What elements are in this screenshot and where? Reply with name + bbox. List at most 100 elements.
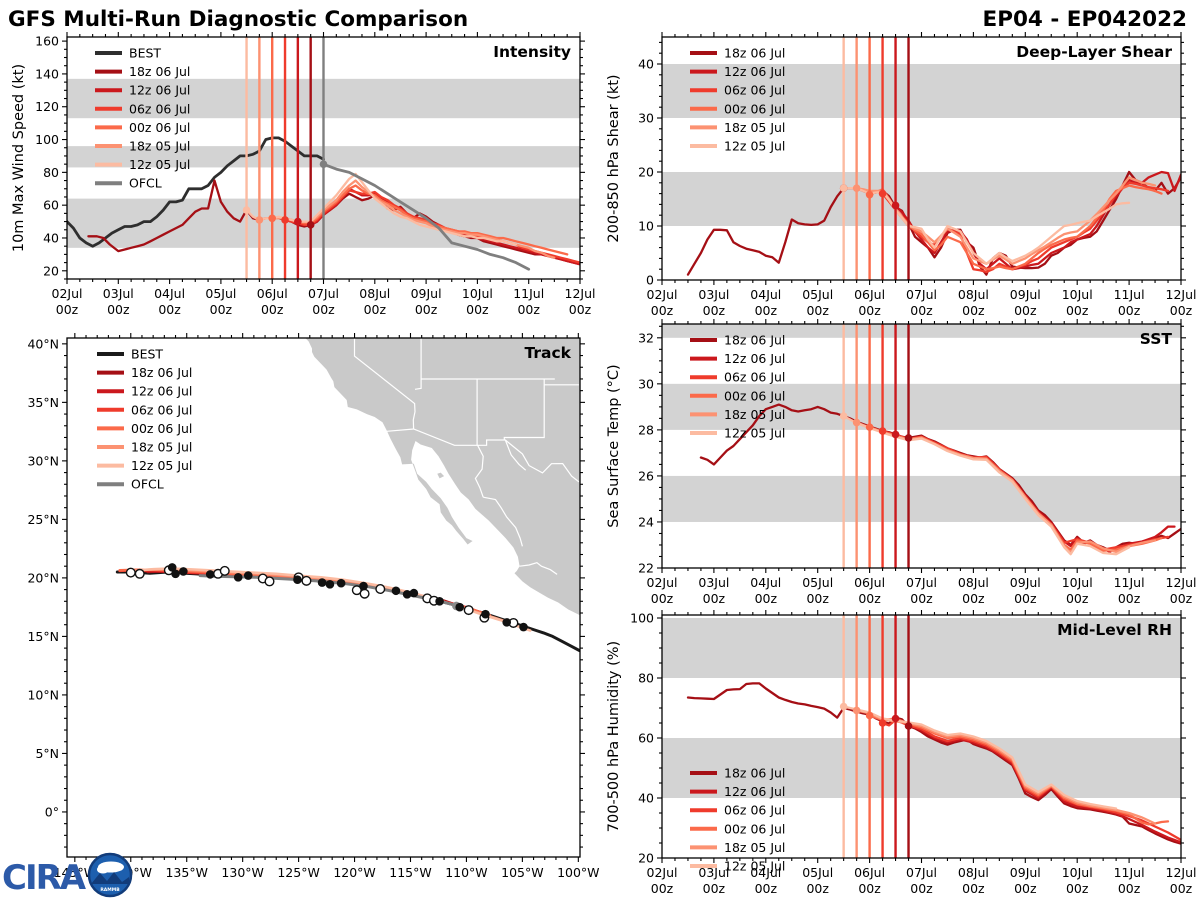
legend-label: 00z 06 Jul [724,821,785,836]
x-tick-label: 02Jul [52,286,83,301]
lat-tick-label: 5°N [35,746,59,761]
state-border [386,428,580,483]
y-axis-label: Sea Surface Temp (°C) [606,364,622,527]
legend-label: 12z 05 Jul [724,426,785,441]
legend-item-12z-05-jul: 12z 05 Jul [690,859,785,874]
series-rh-12z-05-jul [842,705,1118,810]
init-marker [242,206,251,214]
panel-sst: 02Jul00z03Jul00z04Jul00z05Jul00z06Jul00z… [606,319,1197,606]
track-point-filled [409,588,419,598]
x-tick-label: 08Jul [958,575,989,590]
x-tick-label: 06Jul [854,865,885,880]
panel-label-sst: SST [1140,330,1173,348]
legend-label: 18z 05 Jul [724,120,785,135]
y-tick-label: 32 [638,330,654,345]
legend-label: 18z 06 Jul [724,766,785,781]
init-marker [891,430,900,439]
x-tick-sublabel: 00z [261,302,284,317]
series-rh-06z-06-jul [881,718,1181,842]
track-point-open [359,588,370,599]
x-tick-sublabel: 00z [962,881,985,896]
init-marker [865,423,874,431]
category-band [662,64,1181,118]
legend-item-12z-05-jul: 12z 05 Jul [690,426,785,441]
x-tick-sublabel: 00z [1066,591,1089,606]
legend-label: 12z 06 Jul [724,351,785,366]
legend-item-06z-06-jul: 06z 06 Jul [690,803,785,818]
init-marker [839,184,848,192]
legend-label: 18z 06 Jul [724,46,785,61]
x-tick-label: 09Jul [411,286,442,301]
panel-label-track: Track [525,344,572,362]
y-tick-label: 140 [35,66,59,81]
x-tick-label: 07Jul [906,575,937,590]
legend-label: 12z 05 Jul [724,859,785,874]
legend-label: 18z 05 Jul [129,139,190,154]
legend-item-18z-06-jul: 18z 06 Jul [97,365,192,380]
state-border [504,439,527,471]
track-point-filled [455,602,465,612]
x-tick-label: 05Jul [802,575,833,590]
legend-label: BEST [131,347,163,362]
init-marker [839,702,848,711]
x-tick-sublabel: 00z [858,303,881,318]
track-point-filled [519,622,528,632]
x-tick-label: 11Jul [1114,865,1145,880]
lon-tick-label: 100°W [557,865,599,880]
x-tick-label: 03Jul [103,286,134,301]
x-tick-sublabel: 00z [1170,881,1193,896]
state-border [414,338,422,390]
legend-item-18z-05-jul: 18z 05 Jul [95,139,190,154]
lat-tick-label: 30°N [27,453,59,468]
legend-label: 18z 05 Jul [724,407,785,422]
plot-frame [66,337,581,858]
y-tick-label: 0 [646,273,654,288]
lon-tick-label: 125°W [277,865,319,880]
track-point-filled [391,586,401,596]
init-marker [839,412,848,420]
y-tick-label: 40 [43,230,59,245]
x-tick-label: 02Jul [647,575,678,590]
x-tick-sublabel: 00z [1118,591,1141,606]
rammb-mountains-icon [91,872,129,884]
x-tick-sublabel: 00z [210,302,233,317]
series-shear-00z-06-jul [868,184,1163,271]
x-tick-sublabel: 00z [755,591,778,606]
legend-label: 12z 06 Jul [131,384,192,399]
legend-item-12z-05-jul: 12z 05 Jul [97,458,192,473]
legend-label: 12z 05 Jul [129,157,190,172]
legend-item-12z-05-jul: 12z 05 Jul [95,157,190,172]
legend-label: OFCL [129,176,162,191]
track-point-open [125,567,136,578]
track-point-filled [336,578,346,588]
lat-tick-label: 15°N [27,629,59,644]
y-tick-label: 30 [638,111,654,126]
legend-item-00z-06-jul: 00z 06 Jul [95,120,190,135]
plot-frame [661,614,1182,859]
series-shear-12z-05-jul [842,187,1131,265]
series-group [686,615,1181,858]
series-shear-12z-06-jul [894,170,1181,271]
legend-item-12z-06-jul: 12z 06 Jul [97,384,192,399]
init-marker [281,216,289,224]
x-tick-sublabel: 00z [651,591,674,606]
y-tick-label: 20 [638,851,654,866]
x-tick-sublabel: 00z [962,303,985,318]
track-point-filled [205,570,215,579]
series-group [699,324,1181,568]
legend-label: 06z 06 Jul [129,101,190,116]
plot-frame [66,36,581,280]
plot-frame [661,323,1182,569]
series-intensity-12z-05-jul [245,172,518,246]
rammb-logo: RAMMB [87,852,133,898]
category-band [662,324,1181,338]
x-tick-sublabel: 00z [806,881,829,896]
x-tick-label: 07Jul [906,287,937,302]
x-tick-label: 08Jul [359,286,390,301]
x-tick-label: 06Jul [854,575,885,590]
x-tick-sublabel: 00z [806,303,829,318]
legend-item-12z-06-jul: 12z 06 Jul [95,83,190,98]
x-tick-sublabel: 00z [703,303,726,318]
y-tick-label: 20 [43,263,59,278]
